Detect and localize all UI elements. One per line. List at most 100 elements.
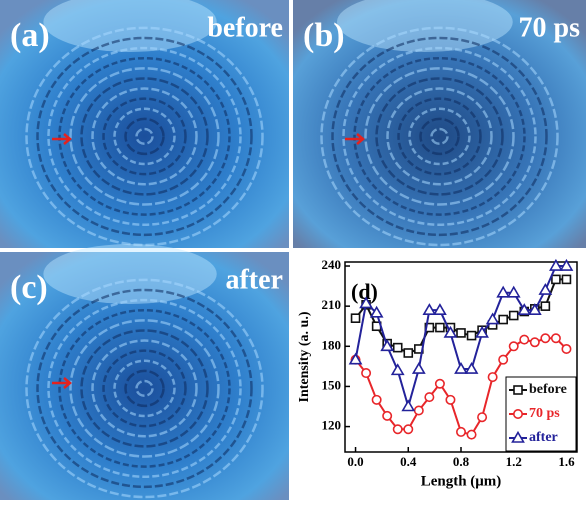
marker (445, 394, 456, 405)
y-tick-label: 150 (322, 377, 342, 392)
marker (529, 337, 540, 348)
marker (369, 305, 384, 318)
panel-caption: 70 ps (519, 12, 581, 43)
glow (336, 0, 513, 52)
ring (342, 46, 537, 226)
ring (113, 359, 176, 418)
panel-caption: after (225, 264, 283, 295)
ring (419, 117, 460, 156)
ring (102, 97, 187, 176)
marker (435, 322, 445, 333)
y-axis-label: Intensity (a. u.) (297, 311, 312, 402)
ring (124, 117, 165, 156)
ring (353, 56, 526, 216)
marker (348, 352, 363, 365)
marker (550, 333, 561, 344)
y-tick-label: 210 (322, 297, 342, 312)
marker (485, 312, 500, 325)
marker (540, 301, 551, 311)
ring (331, 36, 548, 237)
y-tick-label: 180 (322, 337, 342, 352)
marker (519, 334, 530, 345)
marker (390, 363, 405, 376)
marker (559, 258, 574, 271)
glow (43, 0, 217, 52)
ring (36, 36, 253, 237)
marker (513, 385, 523, 395)
marker (498, 354, 509, 365)
marker (551, 274, 561, 285)
marker (508, 310, 519, 321)
marker (411, 361, 426, 374)
ring (91, 339, 198, 438)
panel-label: (a) (10, 17, 50, 54)
ring (364, 67, 515, 206)
legend-label: 70 ps (529, 406, 560, 421)
marker (506, 285, 521, 298)
micrograph (0, 0, 289, 248)
marker (380, 339, 395, 352)
marker (392, 424, 403, 435)
marker (512, 408, 523, 419)
ring (58, 308, 231, 468)
marker (443, 325, 458, 338)
micrograph (293, 0, 586, 248)
marker (350, 313, 361, 323)
marker (433, 303, 447, 315)
y-tick-label: 240 (322, 257, 342, 272)
ring (69, 319, 220, 458)
panel-caption: before (207, 12, 283, 43)
marker (466, 429, 477, 440)
marker (540, 333, 551, 344)
marker (422, 303, 437, 315)
marker (508, 341, 519, 352)
legend-label: after (529, 430, 558, 445)
ring (80, 329, 209, 448)
marker (498, 314, 508, 325)
ring (47, 298, 242, 478)
panel-label: (c) (10, 269, 48, 306)
arrow (52, 377, 72, 389)
arrow (345, 133, 365, 145)
marker (361, 368, 372, 379)
ring (135, 379, 154, 398)
marker (403, 424, 414, 435)
ring (135, 127, 154, 146)
marker (371, 394, 382, 405)
ring (69, 67, 220, 206)
x-tick-label: 0.0 (347, 454, 363, 469)
ring (80, 77, 209, 196)
marker (496, 285, 511, 298)
micrograph (0, 252, 289, 500)
marker (456, 328, 466, 338)
ring (47, 46, 242, 226)
ring (25, 278, 264, 499)
marker (538, 283, 553, 295)
x-tick-label: 0.4 (400, 454, 417, 469)
marker (517, 303, 532, 315)
ring (58, 56, 231, 216)
glow (43, 244, 217, 304)
marker (487, 372, 498, 383)
ring (113, 107, 176, 166)
marker (527, 303, 542, 315)
ring (386, 87, 493, 186)
marker (561, 274, 572, 285)
marker (434, 378, 445, 389)
marker (511, 430, 525, 443)
legend-label: before (529, 382, 567, 397)
legend-marker (513, 385, 523, 395)
panel-label: (b) (303, 17, 345, 54)
marker (477, 412, 488, 423)
x-axis-label: Length (μm) (421, 473, 502, 489)
marker (392, 342, 403, 353)
marker (413, 405, 424, 416)
legend-marker (511, 430, 525, 443)
marker (464, 361, 479, 374)
ring (430, 127, 449, 146)
x-tick-label: 1.6 (558, 454, 575, 469)
arrow (52, 133, 72, 145)
x-tick-label: 1.2 (506, 454, 522, 469)
